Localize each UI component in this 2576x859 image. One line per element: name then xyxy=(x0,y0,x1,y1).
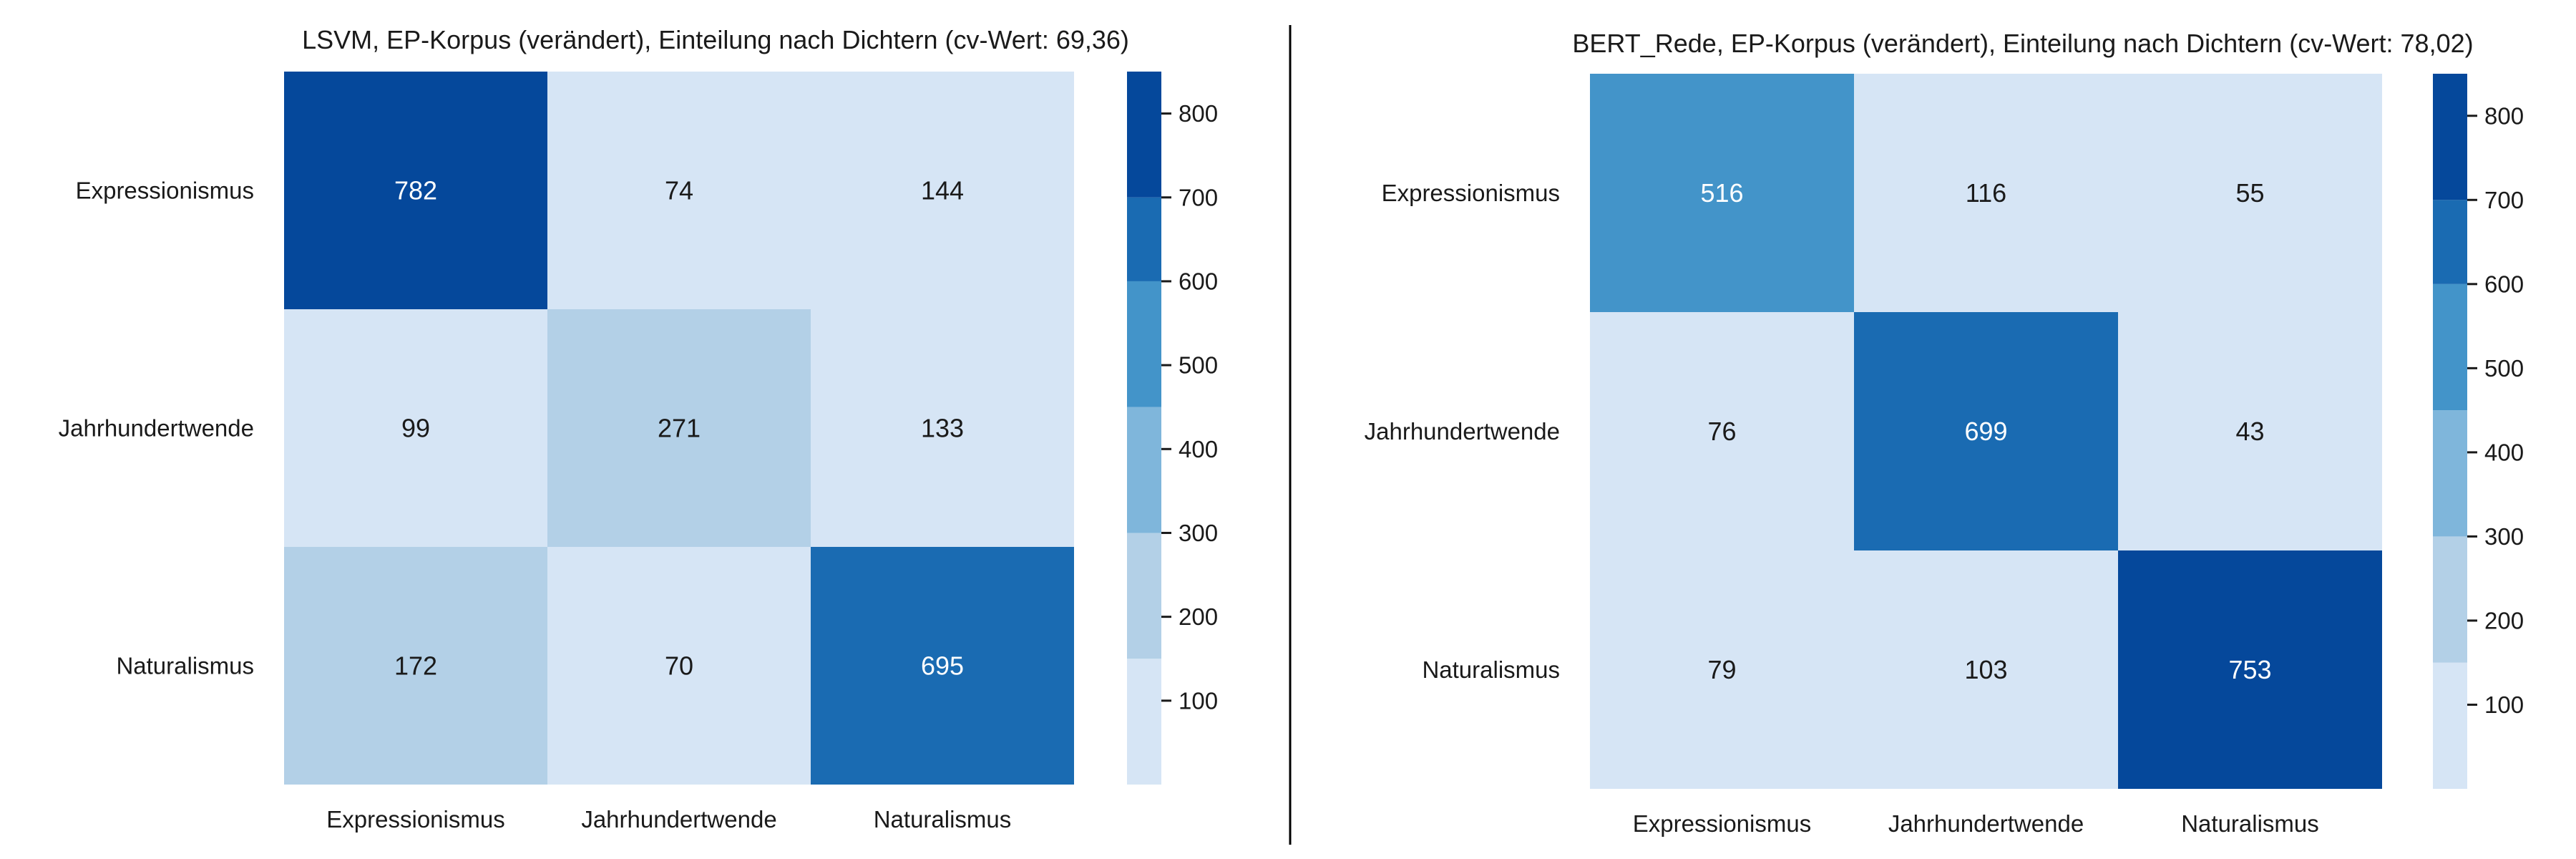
confusion-matrix-bert: BERT_Rede, EP-Korpus (verändert), Eintei… xyxy=(1365,29,2524,837)
p0-cell-value-r2-c1: 70 xyxy=(665,651,693,681)
p0-cell-value-r0-c1: 74 xyxy=(665,176,693,205)
p1-cell-value-r0-c2: 55 xyxy=(2235,178,2264,208)
p0-colorbar-tick-label-5: 600 xyxy=(1179,268,1218,294)
p1-heatmap-cell-r0-c0 xyxy=(1590,74,1854,312)
p1-colorbar-tick-label-7: 800 xyxy=(2484,102,2524,129)
p1-chart-title: BERT_Rede, EP-Korpus (verändert), Eintei… xyxy=(1572,29,2473,58)
p1-colorbar-tick-label-3: 400 xyxy=(2484,439,2524,465)
p1-cell-value-r0-c1: 116 xyxy=(1966,178,2006,208)
p1-heatmap-cell-r2-c2 xyxy=(2118,550,2382,789)
p0-cell-value-r1-c0: 99 xyxy=(401,414,430,443)
p0-row-label-0: Expressionismus xyxy=(76,178,254,204)
p1-cell-value-r1-c0: 76 xyxy=(1707,417,1736,446)
p1-colorbar-segment-0 xyxy=(2433,662,2467,789)
p0-heatmap-cell-r2-c1 xyxy=(547,547,811,785)
p0-colorbar-segment-5 xyxy=(1127,72,1161,198)
p1-cell-value-r1-c1: 699 xyxy=(1964,417,2007,446)
p0-row-label-2: Naturalismus xyxy=(116,653,254,679)
p0-cell-value-r1-c1: 271 xyxy=(658,414,701,443)
p1-cell-value-r2-c1: 103 xyxy=(1964,655,2007,684)
p1-row-label-1: Jahrhundertwende xyxy=(1365,418,1560,445)
p0-heatmap-cell-r0-c0 xyxy=(284,72,547,309)
p1-heatmap-cell-r1-c1 xyxy=(1854,312,2118,550)
p0-colorbar-tick-label-1: 200 xyxy=(1179,603,1218,630)
p1-row-label-2: Naturalismus xyxy=(1422,656,1560,683)
p0-col-label-1: Jahrhundertwende xyxy=(581,806,776,833)
confusion-matrix-lsvm: LSVM, EP-Korpus (verändert), Einteilung … xyxy=(59,25,1218,833)
p0-colorbar-segment-3 xyxy=(1127,281,1161,407)
p0-col-label-0: Expressionismus xyxy=(326,806,504,833)
p0-row-label-1: Jahrhundertwende xyxy=(59,415,254,442)
p1-col-label-2: Naturalismus xyxy=(2181,810,2319,837)
p1-cell-value-r0-c0: 516 xyxy=(1700,178,1743,208)
p1-heatmap-cell-r0-c1 xyxy=(1854,74,2118,312)
p1-colorbar-tick-label-0: 100 xyxy=(2484,691,2524,718)
p0-colorbar-tick-label-7: 800 xyxy=(1179,100,1218,127)
p1-cell-value-r2-c2: 753 xyxy=(2228,655,2271,684)
p0-chart-title: LSVM, EP-Korpus (verändert), Einteilung … xyxy=(302,25,1129,54)
p0-heatmap-cell-r1-c0 xyxy=(284,309,547,547)
p0-col-label-2: Naturalismus xyxy=(874,806,1012,833)
p1-colorbar-segment-3 xyxy=(2433,283,2467,411)
p0-heatmap-cell-r1-c1 xyxy=(547,309,811,547)
p1-colorbar-tick-label-1: 200 xyxy=(2484,607,2524,634)
p1-col-label-1: Jahrhundertwende xyxy=(1888,810,2084,837)
p1-colorbar-tick-label-6: 700 xyxy=(2484,187,2524,213)
p1-row-label-0: Expressionismus xyxy=(1382,180,1560,206)
p1-colorbar-segment-5 xyxy=(2433,74,2467,200)
p0-colorbar-segment-4 xyxy=(1127,197,1161,281)
p1-colorbar-tick-label-2: 300 xyxy=(2484,523,2524,550)
p0-cell-value-r1-c2: 133 xyxy=(921,414,964,443)
p0-colorbar-tick-label-3: 400 xyxy=(1179,436,1218,462)
p1-heatmap-cell-r0-c2 xyxy=(2118,74,2382,312)
p1-cell-value-r1-c2: 43 xyxy=(2235,417,2264,446)
p0-heatmap-cell-r2-c0 xyxy=(284,547,547,785)
p0-cell-value-r2-c2: 695 xyxy=(921,651,964,681)
p1-heatmap-cell-r1-c2 xyxy=(2118,312,2382,550)
p1-colorbar-tick-label-4: 500 xyxy=(2484,355,2524,382)
p0-colorbar-segment-2 xyxy=(1127,407,1161,533)
p0-colorbar-tick-label-6: 700 xyxy=(1179,184,1218,210)
p0-heatmap-cell-r0-c2 xyxy=(811,72,1074,309)
p1-colorbar-segment-1 xyxy=(2433,536,2467,663)
p0-cell-value-r0-c0: 782 xyxy=(394,176,437,205)
p0-heatmap-cell-r2-c2 xyxy=(811,547,1074,785)
p0-heatmap-cell-r0-c1 xyxy=(547,72,811,309)
p1-cell-value-r2-c0: 79 xyxy=(1707,655,1736,684)
p0-colorbar-tick-label-4: 500 xyxy=(1179,352,1218,379)
p1-colorbar-tick-label-5: 600 xyxy=(2484,271,2524,297)
p1-colorbar-segment-2 xyxy=(2433,410,2467,537)
p0-cell-value-r2-c0: 172 xyxy=(394,651,437,681)
p1-heatmap-cell-r1-c0 xyxy=(1590,312,1854,550)
p0-colorbar-tick-label-0: 100 xyxy=(1179,687,1218,714)
p1-heatmap-cell-r2-c0 xyxy=(1590,550,1854,789)
p1-col-label-0: Expressionismus xyxy=(1633,810,1811,837)
p0-heatmap-cell-r1-c2 xyxy=(811,309,1074,547)
p0-colorbar-tick-label-2: 300 xyxy=(1179,520,1218,546)
p0-colorbar-segment-1 xyxy=(1127,533,1161,659)
p1-colorbar-segment-4 xyxy=(2433,200,2467,284)
p1-heatmap-cell-r2-c1 xyxy=(1854,550,2118,789)
p0-cell-value-r0-c2: 144 xyxy=(921,176,964,205)
p0-colorbar-segment-0 xyxy=(1127,659,1161,785)
